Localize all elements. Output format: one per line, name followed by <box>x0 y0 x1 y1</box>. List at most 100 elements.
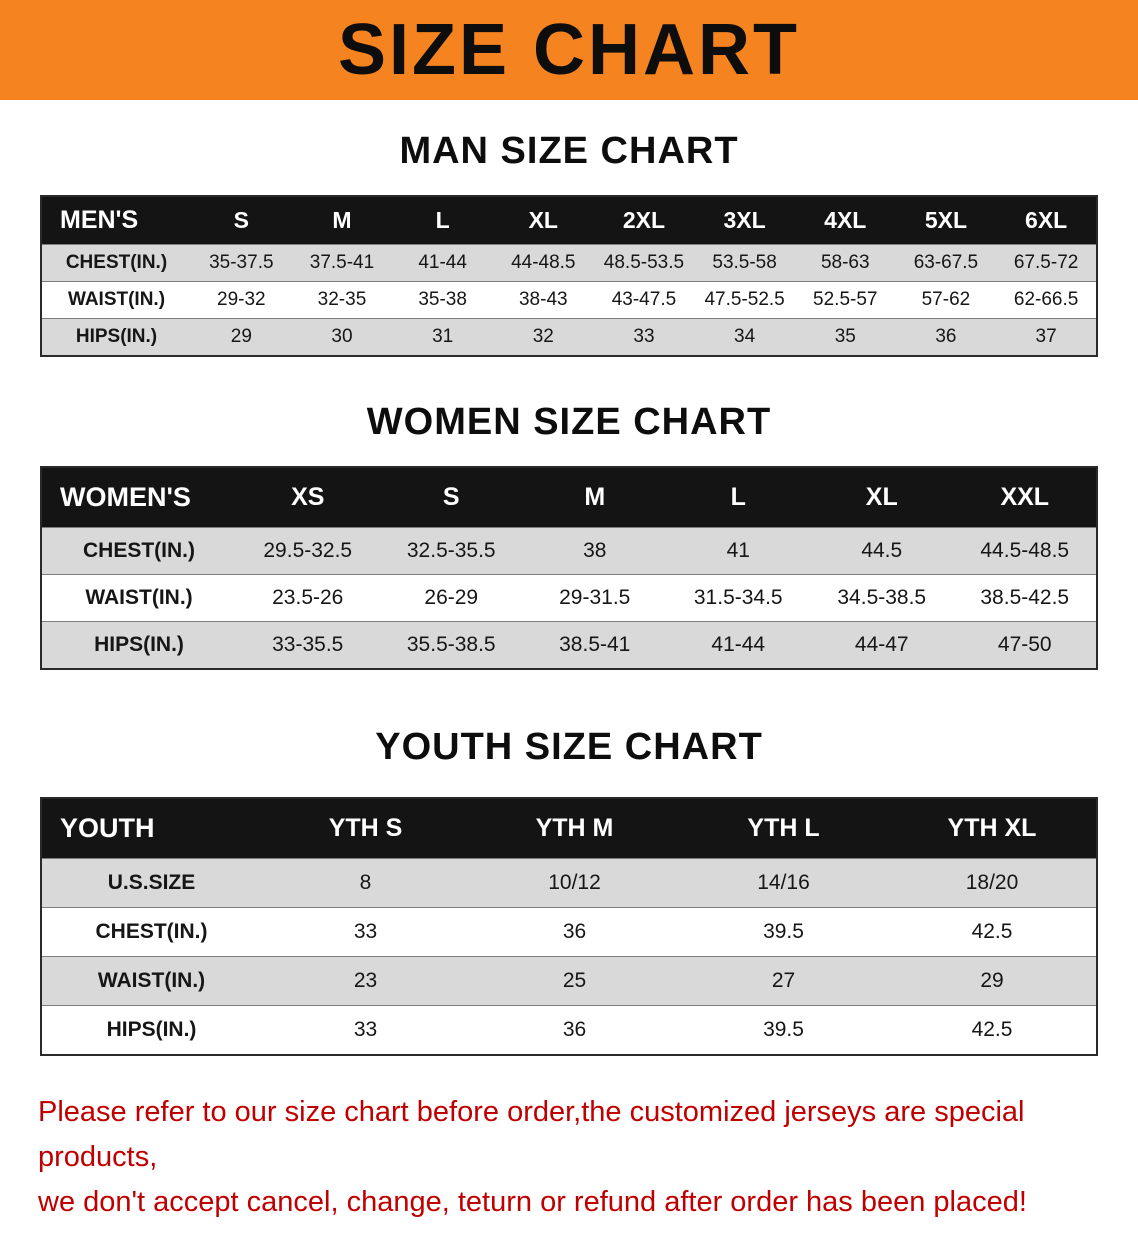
measurement-value: 18/20 <box>965 871 1019 894</box>
size-header-cell: XS <box>236 467 380 528</box>
table-title-cell: WOMEN'S <box>41 467 236 528</box>
measurement-label: CHEST(IN.) <box>95 920 208 943</box>
size-header-cell: L <box>392 196 493 245</box>
disclaimer-note: Please refer to our size chart before or… <box>38 1090 1100 1225</box>
size-header-cell: YTH XL <box>888 798 1097 859</box>
measurement-value: 8 <box>359 871 372 894</box>
measurement-value: 30 <box>331 326 353 347</box>
measurement-value: 38.5-42.5 <box>980 586 1070 609</box>
measurement-value: 32-35 <box>317 289 367 310</box>
measurement-value: 10/12 <box>548 871 601 894</box>
size-header-cell: YTH L <box>679 798 888 859</box>
measurement-value: 38-43 <box>518 289 568 310</box>
measurement-row: WAIST(IN.) 29-32 32-35 35-38 38-43 43-47.5 47.… <box>41 281 1097 319</box>
measurement-value: 25 <box>562 969 587 992</box>
measurement-value: 63-67.5 <box>913 252 979 273</box>
measurement-label: CHEST(IN.) <box>83 539 195 562</box>
measurement-value: 31.5-34.5 <box>693 586 783 609</box>
men-size-section: MAN SIZE CHART MEN'S S M L XL 2XL 3XL 4XL 5XL 6XL… <box>0 130 1138 357</box>
measurement-value: 35 <box>834 326 856 347</box>
size-header-cell: S <box>379 467 523 528</box>
women-section-heading: WOMEN SIZE CHART <box>366 401 772 443</box>
measurement-value: 44.5-48.5 <box>980 539 1070 562</box>
measurement-value: 35-37.5 <box>209 252 274 273</box>
measurement-value: 48.5-53.5 <box>603 252 685 273</box>
measurement-value: 26-29 <box>424 586 479 609</box>
measurement-value: 29.5-32.5 <box>263 539 353 562</box>
measurement-label: HIPS(IN.) <box>75 326 158 347</box>
measurement-value: 29 <box>230 326 252 347</box>
measurement-row: CHEST(IN.) 35-37.5 37.5-41 41-44 44-48.5 48.5… <box>41 244 1097 282</box>
measurement-value: 38.5-41 <box>559 633 631 656</box>
measurement-value: 57-62 <box>921 289 971 310</box>
measurement-label: CHEST(IN.) <box>65 252 168 273</box>
measurement-label: WAIST(IN.) <box>85 586 193 609</box>
measurement-value: 34.5-38.5 <box>837 586 927 609</box>
size-header-cell: S <box>191 196 292 245</box>
women-size-table: WOMEN'S XS S M L XL XXL CHEST(IN.) 29.5-32.5 32.5… <box>40 466 1098 670</box>
measurement-value: 23.5-26 <box>272 586 344 609</box>
measurement-row: HIPS(IN.) 33-35.5 35.5-38.5 38.5-41 41-44 44-… <box>41 621 1097 669</box>
measurement-value: 53.5-58 <box>712 252 777 273</box>
table-header-row: WOMEN'S XS S M L XL XXL <box>41 467 1097 528</box>
measurement-value: 36 <box>562 1018 587 1041</box>
measurement-row: CHEST(IN.) 29.5-32.5 32.5-35.5 38 41 44.5 44.5… <box>41 527 1097 575</box>
measurement-value: 36 <box>935 326 957 347</box>
measurement-value: 62-66.5 <box>1013 289 1079 310</box>
measurement-value: 35.5-38.5 <box>406 633 496 656</box>
women-size-section: WOMEN SIZE CHART WOMEN'S XS S M L XL XXL CHEST(… <box>0 401 1138 670</box>
men-section-heading: MAN SIZE CHART <box>399 130 739 172</box>
measurement-value: 67.5-72 <box>1013 252 1079 273</box>
size-header-cell: M <box>523 467 667 528</box>
measurement-value: 31 <box>432 326 454 347</box>
measurement-value: 39.5 <box>763 1018 804 1041</box>
measurement-row: HIPS(IN.) 29 30 31 32 33 34 35 36 37 <box>41 318 1097 356</box>
table-header-row: MEN'S S M L XL 2XL 3XL 4XL 5XL 6XL <box>41 196 1097 245</box>
measurement-value: 33 <box>353 920 378 943</box>
measurement-value: 38 <box>583 539 607 562</box>
measurement-value: 14/16 <box>757 871 810 894</box>
measurement-value: 37 <box>1035 326 1057 347</box>
size-header-cell: 3XL <box>694 196 795 245</box>
measurement-label: WAIST(IN.) <box>67 289 166 310</box>
measurement-value: 42.5 <box>971 920 1013 943</box>
measurement-value: 42.5 <box>971 1018 1013 1041</box>
table-title-cell: MEN'S <box>41 196 191 245</box>
measurement-value: 32.5-35.5 <box>406 539 496 562</box>
page-title: SIZE CHART <box>338 10 800 90</box>
measurement-value: 33 <box>633 326 655 347</box>
size-header-cell: XL <box>492 196 594 245</box>
measurement-value: 33-35.5 <box>272 633 344 656</box>
size-header-cell: L <box>666 467 810 528</box>
measurement-value: 41-44 <box>418 252 467 273</box>
measurement-label: WAIST(IN.) <box>97 969 206 992</box>
measurement-value: 29 <box>980 969 1004 992</box>
measurement-value: 47-50 <box>997 633 1052 656</box>
measurement-row: WAIST(IN.) 23 25 27 29 <box>41 956 1097 1006</box>
measurement-row: CHEST(IN.) 33 36 39.5 42.5 <box>41 907 1097 957</box>
size-header-cell: 6XL <box>996 196 1097 245</box>
measurement-value: 41 <box>726 539 750 562</box>
size-header-cell: 4XL <box>794 196 896 245</box>
measurement-row: HIPS(IN.) 33 36 39.5 42.5 <box>41 1005 1097 1056</box>
measurement-value: 36 <box>562 920 587 943</box>
measurement-row: U.S.SIZE 8 10/12 14/16 18/20 <box>41 858 1097 908</box>
measurement-value: 35-38 <box>418 289 467 310</box>
measurement-value: 29-31.5 <box>559 586 631 609</box>
measurement-value: 37.5-41 <box>309 252 375 273</box>
measurement-label: HIPS(IN.) <box>94 633 184 656</box>
size-header-cell: YTH S <box>261 798 470 859</box>
measurement-value: 43-47.5 <box>611 289 677 310</box>
measurement-value: 23 <box>353 969 378 992</box>
size-header-cell: YTH M <box>470 798 679 859</box>
measurement-row: WAIST(IN.) 23.5-26 26-29 29-31.5 31.5-34.5 34… <box>41 574 1097 622</box>
men-size-table: MEN'S S M L XL 2XL 3XL 4XL 5XL 6XL CHEST(IN.) 35-37… <box>40 195 1098 357</box>
measurement-value: 52.5-57 <box>813 289 878 310</box>
disclaimer-line-2: we don't accept cancel, change, teturn o… <box>38 1185 1027 1218</box>
measurement-value: 27 <box>771 969 796 992</box>
table-header-row: YOUTH YTH S YTH M YTH L YTH XL <box>41 798 1097 859</box>
measurement-value: 33 <box>353 1018 378 1041</box>
youth-size-table: YOUTH YTH S YTH M YTH L YTH XL U.S.SIZE 8 10/12… <box>40 797 1098 1056</box>
measurement-value: 39.5 <box>763 920 804 943</box>
